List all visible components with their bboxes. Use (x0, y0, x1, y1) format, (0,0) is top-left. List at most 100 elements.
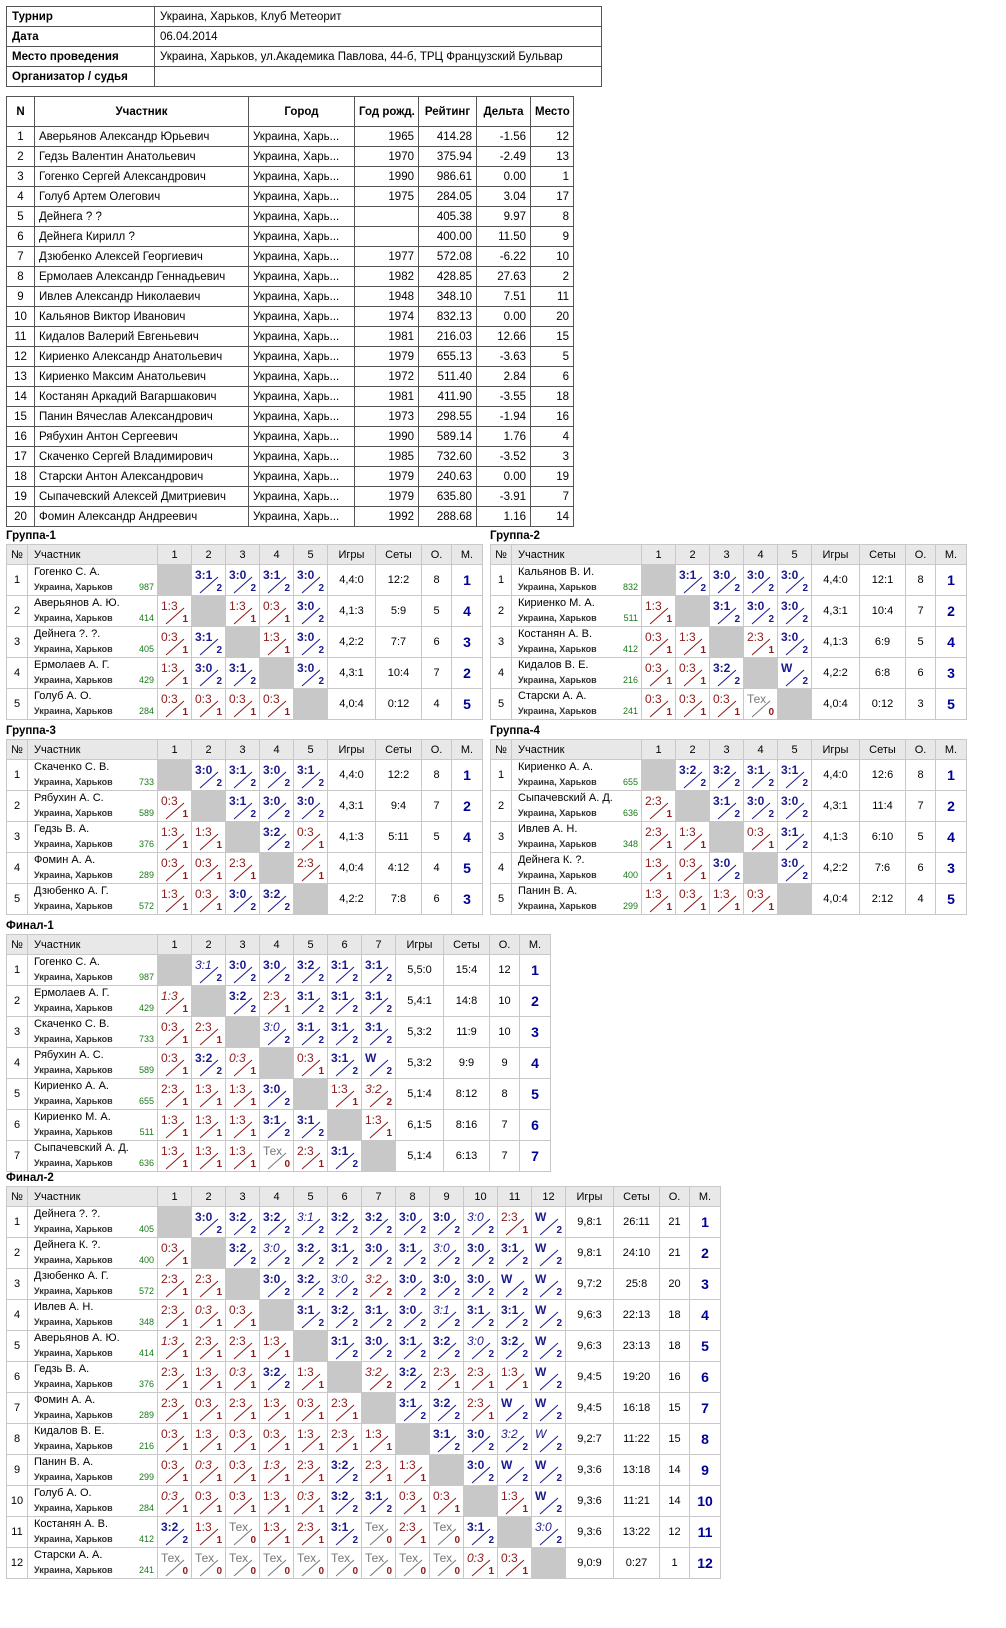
divider-slash (301, 1466, 321, 1484)
match-result: 3:1 2 (329, 1239, 361, 1268)
match-result: 2:3 1 (643, 823, 675, 852)
divider-slash (683, 669, 703, 687)
match-result: 1:3 1 (193, 1425, 225, 1454)
match-cell: 3:2 2 (395, 1361, 430, 1393)
games-cell: 5,3:2 (395, 1016, 444, 1048)
opponent-header: 9 (429, 1186, 464, 1207)
match-result: 3:1 2 (329, 1142, 361, 1171)
player-rating: 400 (138, 1255, 154, 1265)
participant-cell: 8 (530, 206, 574, 227)
games-cell: 9,4:5 (565, 1361, 614, 1393)
player-name: Ивлев А. Н. (34, 1301, 94, 1313)
match-score: 3:0 (263, 1272, 281, 1286)
player-header: Участник (27, 544, 158, 565)
match-cell: 3:0 2 (259, 1268, 294, 1300)
match-cell: 3:0 2 (777, 595, 812, 627)
participant-cell: Украина, Харь... (248, 466, 355, 487)
match-cell: 3:1 2 (463, 1299, 498, 1331)
match-result: 3:1 2 (465, 1301, 497, 1330)
match-result: 3:0 2 (431, 1208, 463, 1237)
games-cell: 5,1:4 (395, 1078, 444, 1110)
games-cell: 4,1:3 (327, 595, 376, 627)
group-row: 7 Фомин А. А. Украина, Харьков 289 2:3 1 0:3 1 2… (6, 1392, 721, 1424)
divider-slash (505, 1435, 525, 1453)
divider-slash (267, 1497, 287, 1515)
participant-cell: 1972 (354, 366, 419, 387)
divider-slash (165, 1090, 185, 1108)
player-name: Скаченко С. В. (34, 1018, 110, 1030)
sets-header: Сеты (859, 544, 906, 565)
divider-slash (717, 700, 737, 718)
match-result: 2:3 1 (295, 1518, 327, 1547)
divider-slash (301, 833, 321, 851)
games-cell: 4,3:1 (327, 790, 376, 822)
match-score: 0:3 (263, 692, 280, 706)
match-points: 2 (420, 1349, 426, 1360)
match-points: 2 (556, 1349, 562, 1360)
match-points: 1 (318, 1159, 324, 1170)
match-cell: 3:1 2 (327, 1516, 362, 1548)
match-cell: 1:3 1 (259, 626, 294, 658)
match-cell: 3:1 2 (675, 564, 710, 596)
match-score: 1:3 (161, 887, 178, 901)
opponent-header: 3 (225, 739, 260, 760)
match-score: 1:3 (229, 1113, 246, 1127)
match-cell: 3:0 2 (293, 790, 328, 822)
match-points: 2 (420, 1225, 426, 1236)
match-cell: 3:0 2 (777, 564, 812, 596)
divider-slash (267, 1249, 287, 1267)
participant-cell: 8 (6, 266, 35, 287)
participant-row: 10 Кальянов Виктор Иванович Украина, Харь.… (6, 306, 574, 327)
divider-slash (165, 669, 185, 687)
participant-cell: 12.66 (476, 326, 531, 347)
games-cell: 5,1:4 (395, 1140, 444, 1172)
match-points: 2 (386, 1504, 392, 1515)
match-score: 2:3 (195, 1020, 212, 1034)
participant-cell: Украина, Харь... (248, 186, 355, 207)
match-result: 0:3 1 (745, 885, 777, 914)
match-cell: 3:0 2 (395, 1206, 430, 1238)
match-cell: 1:3 1 (191, 1140, 226, 1172)
match-points: 1 (250, 1411, 256, 1422)
participant-row: 6 Дейнега Кирилл ? Украина, Харь... 400.00 1… (6, 226, 574, 247)
divider-slash (335, 1311, 355, 1329)
match-cell: 0:3 1 (225, 1047, 260, 1079)
match-cell: 3:2 2 (361, 1361, 396, 1393)
player-cell: Дейнега ?. ?. Украина, Харьков 405 (27, 1206, 158, 1238)
match-cell: 3:2 2 (259, 1206, 294, 1238)
match-cell: 2:3 1 (191, 1330, 226, 1362)
place-cell: 3 (689, 1268, 721, 1300)
match-cell: 0:3 1 (191, 1392, 226, 1424)
match-points: 1 (284, 1535, 290, 1546)
group-title: Финал-2 (6, 1172, 54, 1184)
player-city: Украина, Харьков (34, 1348, 113, 1358)
match-result: 3:1 2 (295, 987, 327, 1016)
match-cell: 0:3 1 (743, 821, 778, 853)
match-score: 1:3 (365, 1427, 382, 1441)
match-result: 0:3 1 (227, 1487, 259, 1516)
match-score: 3:0 (467, 1210, 484, 1224)
points-cell: 21 (659, 1237, 690, 1269)
match-result: 0:3 1 (227, 1363, 259, 1392)
match-result: 3:0 2 (261, 1018, 293, 1047)
match-cell: 0:3 1 (225, 1299, 260, 1331)
match-result: 1:3 1 (227, 1111, 259, 1140)
match-points: 1 (700, 645, 706, 656)
match-score: 3:0 (535, 1520, 552, 1534)
match-points: 2 (420, 1318, 426, 1329)
divider-slash (335, 1528, 355, 1546)
participant-cell: 1 (530, 166, 574, 187)
player-rating: 572 (138, 1286, 154, 1296)
divider-slash (267, 1342, 287, 1360)
divider-slash (539, 1404, 559, 1422)
divider-slash (199, 1528, 219, 1546)
match-score: 3:0 (467, 1427, 485, 1441)
points-cell: 6 (905, 852, 936, 884)
match-cell: 1:3 1 (191, 821, 226, 853)
player-cell: Дзюбенко А. Г. Украина, Харьков 572 (27, 883, 158, 915)
participant-cell: 589.14 (418, 426, 477, 447)
divider-slash (471, 1528, 491, 1546)
match-points: 1 (318, 1504, 324, 1515)
sets-cell: 16:18 (613, 1392, 660, 1424)
